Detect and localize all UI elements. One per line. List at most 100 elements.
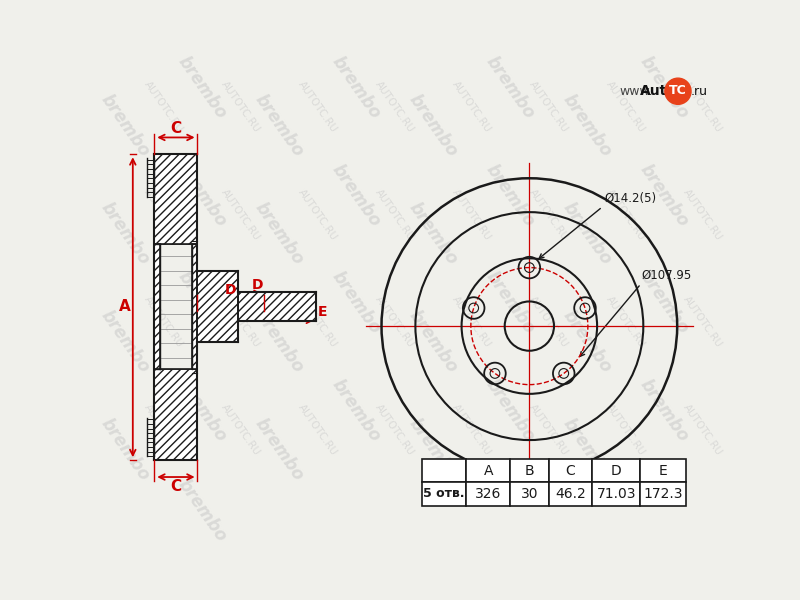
- Text: brembo: brembo: [174, 376, 230, 445]
- Text: C: C: [566, 464, 575, 478]
- Text: E: E: [658, 464, 667, 478]
- Bar: [549, 460, 593, 482]
- Bar: [154, 154, 198, 244]
- Text: AUTOTC.RU: AUTOTC.RU: [450, 295, 493, 350]
- Bar: [154, 154, 198, 244]
- Text: Ø14.2(5): Ø14.2(5): [604, 192, 656, 205]
- Bar: [640, 482, 686, 506]
- Text: Auto: Auto: [640, 84, 677, 98]
- Text: brembo: brembo: [328, 268, 384, 338]
- Text: AUTOTC.RU: AUTOTC.RU: [219, 403, 262, 458]
- Bar: [466, 482, 510, 506]
- Text: brembo: brembo: [97, 415, 153, 484]
- Text: C: C: [170, 479, 182, 494]
- Text: AUTOTC.RU: AUTOTC.RU: [219, 79, 262, 134]
- Text: AUTOTC.RU: AUTOTC.RU: [527, 187, 570, 242]
- Text: AUTOTC.RU: AUTOTC.RU: [682, 403, 724, 458]
- Text: AUTOTC.RU: AUTOTC.RU: [374, 79, 416, 134]
- Text: AUTOTC.RU: AUTOTC.RU: [682, 79, 724, 134]
- Text: AUTOTC.RU: AUTOTC.RU: [604, 403, 647, 458]
- Text: B: B: [525, 464, 534, 478]
- Text: brembo: brembo: [405, 415, 461, 484]
- Text: AUTOTC.RU: AUTOTC.RU: [374, 295, 416, 350]
- Text: brembo: brembo: [636, 161, 692, 230]
- Text: brembo: brembo: [174, 53, 230, 122]
- Bar: [510, 460, 549, 482]
- Bar: [238, 292, 316, 322]
- Text: brembo: brembo: [482, 268, 538, 338]
- Bar: [593, 460, 640, 482]
- Bar: [154, 244, 160, 369]
- Bar: [640, 460, 686, 482]
- Text: D: D: [611, 464, 622, 478]
- Text: AUTOTC.RU: AUTOTC.RU: [450, 403, 493, 458]
- Text: brembo: brembo: [328, 376, 384, 445]
- Text: A: A: [119, 299, 131, 314]
- Text: AUTOTC.RU: AUTOTC.RU: [296, 79, 339, 134]
- Text: Ø107.95: Ø107.95: [641, 269, 691, 282]
- Text: AUTOTC.RU: AUTOTC.RU: [219, 187, 262, 242]
- Text: brembo: brembo: [559, 199, 615, 268]
- Text: brembo: brembo: [559, 91, 615, 161]
- Bar: [466, 460, 510, 482]
- Text: 172.3: 172.3: [643, 487, 682, 501]
- Text: AUTOTC.RU: AUTOTC.RU: [604, 295, 647, 350]
- Text: brembo: brembo: [636, 268, 692, 338]
- Text: AUTOTC.RU: AUTOTC.RU: [142, 403, 185, 458]
- Bar: [238, 292, 316, 322]
- Text: AUTOTC.RU: AUTOTC.RU: [604, 187, 647, 242]
- Text: brembo: brembo: [559, 307, 615, 376]
- Text: brembo: brembo: [405, 91, 461, 161]
- Text: brembo: brembo: [482, 53, 538, 122]
- Text: 326: 326: [475, 487, 502, 501]
- Text: brembo: brembo: [97, 91, 153, 161]
- Bar: [198, 271, 238, 342]
- Text: AUTOTC.RU: AUTOTC.RU: [374, 403, 416, 458]
- Text: A: A: [483, 464, 493, 478]
- Bar: [154, 244, 160, 369]
- Text: brembo: brembo: [174, 161, 230, 230]
- Text: brembo: brembo: [251, 415, 307, 484]
- Text: AUTOTC.RU: AUTOTC.RU: [219, 295, 262, 350]
- Text: brembo: brembo: [559, 415, 615, 484]
- Text: brembo: brembo: [636, 53, 692, 122]
- Text: AUTOTC.RU: AUTOTC.RU: [450, 79, 493, 134]
- Bar: [198, 271, 238, 342]
- Bar: [192, 244, 198, 369]
- Text: 46.2: 46.2: [555, 487, 586, 501]
- Text: AUTOTC.RU: AUTOTC.RU: [142, 79, 185, 134]
- Bar: [422, 482, 466, 506]
- Text: C: C: [170, 121, 182, 136]
- Text: AUTOTC.RU: AUTOTC.RU: [142, 187, 185, 242]
- Text: E: E: [318, 305, 327, 319]
- Text: brembo: brembo: [482, 376, 538, 445]
- Text: AUTOTC.RU: AUTOTC.RU: [142, 295, 185, 350]
- Text: brembo: brembo: [405, 307, 461, 376]
- Bar: [154, 369, 198, 460]
- Text: D: D: [252, 278, 263, 292]
- Text: brembo: brembo: [328, 53, 384, 122]
- Text: D: D: [225, 283, 236, 297]
- Text: brembo: brembo: [97, 307, 153, 376]
- Text: brembo: brembo: [251, 307, 307, 376]
- Circle shape: [665, 78, 691, 104]
- Text: www.: www.: [619, 85, 653, 98]
- Text: brembo: brembo: [251, 91, 307, 161]
- Text: brembo: brembo: [328, 161, 384, 230]
- Text: 71.03: 71.03: [597, 487, 636, 501]
- Text: brembo: brembo: [251, 199, 307, 268]
- Text: AUTOTC.RU: AUTOTC.RU: [682, 187, 724, 242]
- Text: 30: 30: [521, 487, 538, 501]
- Text: AUTOTC.RU: AUTOTC.RU: [527, 403, 570, 458]
- Text: AUTOTC.RU: AUTOTC.RU: [296, 187, 339, 242]
- Text: brembo: brembo: [405, 199, 461, 268]
- Text: AUTOTC.RU: AUTOTC.RU: [374, 187, 416, 242]
- Bar: [192, 244, 198, 369]
- Text: brembo: brembo: [482, 161, 538, 230]
- Text: AUTOTC.RU: AUTOTC.RU: [527, 79, 570, 134]
- Bar: [593, 482, 640, 506]
- Bar: [510, 482, 549, 506]
- Text: 5 отв.: 5 отв.: [423, 487, 465, 500]
- Text: .ru: .ru: [691, 85, 708, 98]
- Bar: [154, 369, 198, 460]
